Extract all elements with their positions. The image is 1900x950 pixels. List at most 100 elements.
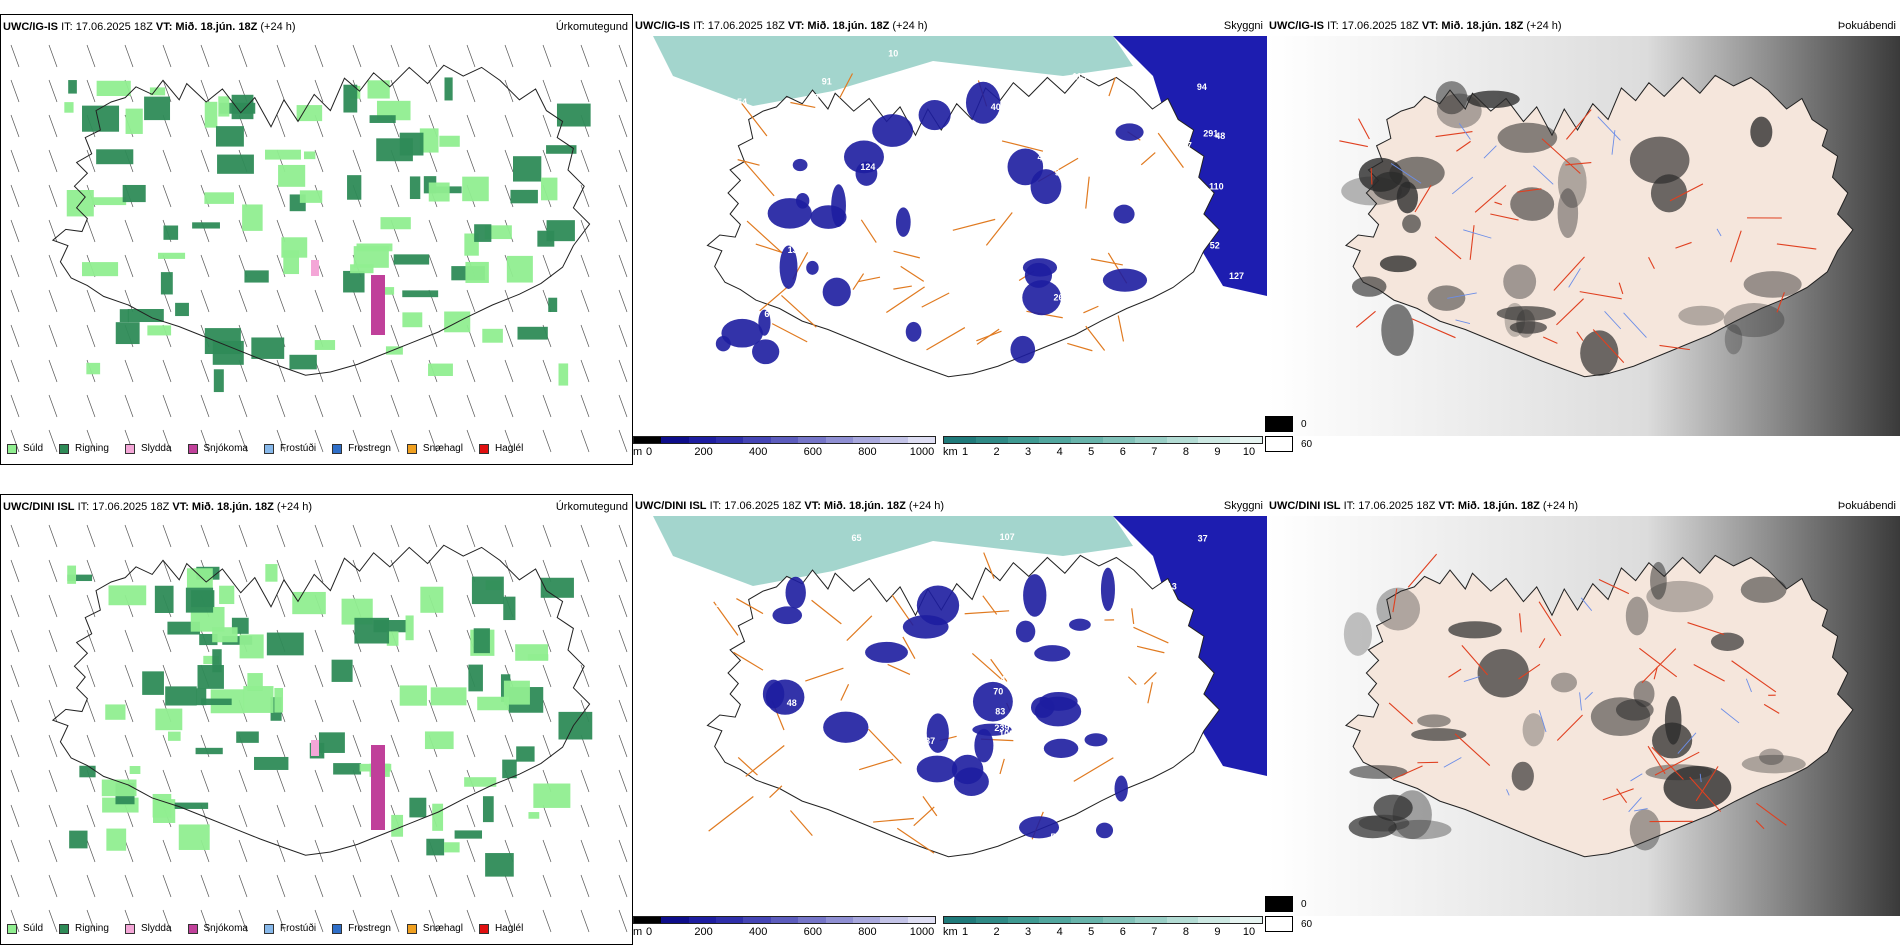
road [887, 663, 911, 676]
road [985, 212, 1013, 246]
colorbar-cell [907, 437, 935, 443]
river [1443, 757, 1462, 768]
fog-index-area [1650, 174, 1688, 213]
colorbar-tick: 7 [1151, 446, 1158, 458]
wind-barb [276, 664, 286, 688]
precip-cell [165, 686, 197, 706]
wind-barb [10, 664, 20, 688]
precip-cell [147, 325, 172, 336]
wind-barb [48, 44, 58, 68]
precip-cell [376, 138, 413, 162]
wind-barb [124, 254, 134, 278]
legend-item: Frostregn [332, 923, 391, 934]
wind-barb [618, 289, 628, 313]
road [737, 756, 758, 776]
legend-item: Snæhagl [406, 443, 463, 454]
cloud-base-label: 124 [860, 162, 875, 172]
fog-panel-row2: UWC/DINI ISL IT: 17.06.2025 18Z VT: Mið.… [1265, 494, 1900, 945]
road [860, 219, 877, 243]
river [1745, 678, 1752, 693]
wind-barb [542, 149, 552, 173]
fog-index-area [1646, 580, 1714, 613]
colorbar-cell [880, 437, 908, 443]
wind-barb [200, 874, 210, 898]
road [740, 102, 768, 137]
legend-swatch [187, 443, 198, 454]
wind-barb [466, 594, 476, 618]
precip-cell [105, 704, 126, 720]
wind-barb [314, 699, 324, 723]
fog-index-area [1504, 302, 1526, 337]
colorbar-tick: 800 [858, 446, 877, 458]
road [976, 330, 1002, 342]
precip-cell [196, 688, 207, 706]
colorbar-cell [1102, 917, 1135, 923]
road [1553, 256, 1585, 291]
legend-swatch [406, 923, 417, 934]
river [1580, 597, 1593, 611]
wind-barb [86, 804, 96, 828]
low-visibility-area [974, 728, 994, 763]
low-visibility-area [1023, 574, 1047, 617]
fog-index-area [1678, 305, 1725, 326]
road [1411, 318, 1456, 339]
low-visibility-area [1019, 816, 1060, 839]
low-visibility-area [772, 606, 803, 625]
wind-barb [162, 909, 172, 933]
road [1675, 241, 1692, 249]
wind-barb [86, 149, 96, 173]
cloud-base-label: 35 [887, 164, 897, 174]
wind-barb [314, 804, 324, 828]
wind-barb [618, 699, 628, 723]
cloud-base-label: 40 [804, 279, 814, 289]
fog-index-area [1411, 728, 1467, 741]
wind-barb [542, 629, 552, 653]
fog-index-area [1550, 672, 1578, 693]
fog-index-area [1509, 321, 1547, 334]
precip-cell [402, 290, 439, 298]
wind-barb [352, 734, 362, 758]
sleet-area [311, 740, 319, 756]
precip-cell [119, 309, 129, 323]
wind-barb [48, 219, 58, 243]
wind-barb [86, 874, 96, 898]
wind-barb [162, 664, 172, 688]
wind-barb [10, 429, 20, 453]
precip-cell [318, 732, 345, 753]
wind-barb [428, 909, 438, 933]
precip-cell [380, 217, 411, 230]
colorbar-cell [688, 437, 717, 443]
low-visibility-area [1010, 335, 1036, 364]
road [1576, 331, 1584, 341]
wind-barb [10, 359, 20, 383]
low-visibility-area [823, 711, 869, 743]
low-visibility-area [1100, 567, 1115, 612]
low-visibility-area [972, 681, 1013, 722]
road [1490, 213, 1519, 221]
wind-barb [86, 559, 96, 583]
wind-barb [124, 289, 134, 313]
colorbar-tick: 8 [1182, 446, 1189, 458]
road [1108, 77, 1116, 97]
precip-cell [244, 270, 269, 283]
precip-cell [81, 262, 119, 277]
precip-cell [462, 176, 489, 202]
wind-barb [580, 874, 590, 898]
colorbar-cell [852, 917, 881, 923]
wind-barb [238, 769, 248, 793]
road [1456, 140, 1471, 152]
cloud-base-label: 34 [1136, 605, 1146, 615]
precip-cell [247, 673, 263, 691]
wind-barb [390, 699, 400, 723]
low-visibility-area [1102, 268, 1148, 292]
precip-cell [386, 631, 399, 646]
cloud-base-label: 48 [730, 352, 740, 362]
colorbar-cell [1007, 917, 1040, 923]
road [1687, 622, 1725, 636]
wind-barb [428, 254, 438, 278]
fog-index-area [1427, 285, 1466, 311]
cloud-base-label: 291 [1203, 128, 1218, 138]
cloud-base-label: 48 [925, 825, 935, 835]
wind-barb [86, 629, 96, 653]
legend-label: Snæhagl [422, 923, 463, 934]
